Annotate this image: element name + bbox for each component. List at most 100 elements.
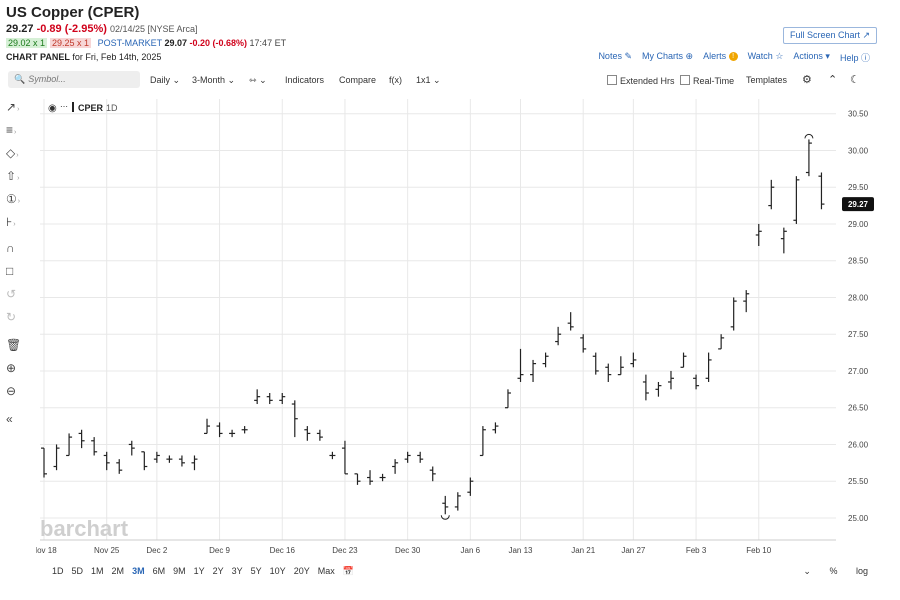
ohlc-bar[interactable] bbox=[329, 451, 336, 460]
ohlc-bar[interactable] bbox=[805, 139, 812, 177]
ohlc-bar[interactable] bbox=[78, 429, 85, 449]
ohlc-bar[interactable] bbox=[567, 312, 574, 331]
ohlc-bar[interactable] bbox=[153, 451, 160, 463]
timeframe-2m[interactable]: 2M bbox=[111, 566, 125, 576]
ohlc-bar[interactable] bbox=[705, 352, 712, 382]
ohlc-bar[interactable] bbox=[718, 334, 725, 350]
ohlc-bar[interactable] bbox=[141, 451, 148, 471]
realtime-toggle[interactable]: Real-Time bbox=[680, 75, 734, 86]
ohlc-bar[interactable] bbox=[642, 374, 649, 401]
layout-dropdown[interactable]: 1x1 ⌄ bbox=[416, 75, 441, 86]
ohlc-bar[interactable] bbox=[454, 492, 461, 511]
ohlc-bar[interactable] bbox=[178, 455, 185, 467]
ohlc-bar[interactable] bbox=[204, 418, 211, 435]
ohlc-bar[interactable] bbox=[542, 352, 549, 368]
ohlc-bar[interactable] bbox=[191, 455, 198, 471]
timeframe-1d[interactable]: 1D bbox=[52, 566, 64, 576]
settings-gear-icon[interactable]: ⚙ bbox=[802, 74, 812, 86]
zoom-in-icon[interactable]: ⊕ bbox=[6, 361, 17, 375]
measure-tool-icon[interactable]: ⊦› bbox=[6, 215, 16, 229]
arrow-up-tool-icon[interactable]: ⇧› bbox=[6, 169, 20, 183]
ohlc-bar[interactable] bbox=[291, 400, 298, 438]
ohlc-bar[interactable] bbox=[818, 172, 825, 210]
timeframe-6m[interactable]: 6M bbox=[152, 566, 166, 576]
percent-scale-toggle[interactable]: % bbox=[829, 566, 838, 576]
dark-mode-moon-icon[interactable]: ☾ bbox=[850, 74, 860, 86]
interval-dropdown[interactable]: Daily ⌄ bbox=[150, 75, 180, 86]
calendar-icon[interactable]: 📅 bbox=[342, 566, 354, 576]
actions-menu[interactable]: Actions ▾ bbox=[793, 51, 830, 64]
timeframe-1m[interactable]: 1M bbox=[91, 566, 104, 576]
trendline-tool-icon[interactable]: ↗› bbox=[6, 100, 20, 114]
ohlc-bar[interactable] bbox=[630, 352, 637, 368]
ohlc-bar[interactable] bbox=[793, 176, 800, 224]
timeframe-10y[interactable]: 10Y bbox=[269, 566, 286, 576]
ohlc-bar[interactable] bbox=[655, 381, 662, 397]
ohlc-bar[interactable] bbox=[103, 451, 110, 471]
ohlc-bar[interactable] bbox=[354, 473, 361, 485]
ohlc-bar[interactable] bbox=[442, 495, 449, 515]
alerts-link[interactable]: Alerts ! bbox=[703, 51, 738, 64]
timeframe-max[interactable]: Max bbox=[317, 566, 335, 576]
ohlc-bar[interactable] bbox=[341, 440, 348, 475]
ohlc-bar[interactable] bbox=[229, 429, 236, 438]
lock-icon[interactable]: □ bbox=[6, 264, 14, 278]
ohlc-bar[interactable] bbox=[241, 426, 248, 434]
ohlc-bar[interactable] bbox=[266, 393, 273, 405]
price-chart[interactable]: 25.00 25.50 26.00 26.50 27.00 27.50 28.00 28.50… bbox=[36, 95, 900, 560]
ohlc-bar[interactable] bbox=[166, 455, 173, 463]
ohlc-bar[interactable] bbox=[555, 326, 562, 346]
ohlc-bar[interactable] bbox=[617, 356, 624, 376]
ohlc-bar[interactable] bbox=[429, 466, 436, 482]
ohlc-bar[interactable] bbox=[592, 352, 599, 375]
undo-icon[interactable]: ↺ bbox=[6, 287, 17, 301]
timeframe-3y[interactable]: 3Y bbox=[231, 566, 243, 576]
eye-icon[interactable]: ◉ bbox=[48, 103, 57, 114]
templates-button[interactable]: Templates bbox=[746, 75, 788, 85]
bar-type-dropdown[interactable]: ⇿ ⌄ bbox=[249, 75, 267, 86]
watch-link[interactable]: Watch ☆ bbox=[748, 51, 784, 64]
ohlc-bar[interactable] bbox=[605, 363, 612, 382]
fibonacci-tool-icon[interactable]: ≡› bbox=[6, 123, 17, 137]
ohlc-bar[interactable] bbox=[479, 426, 486, 457]
fx-button[interactable]: f(x) bbox=[389, 75, 402, 85]
collapse-sidebar-icon[interactable]: « bbox=[6, 412, 13, 426]
ohlc-bar[interactable] bbox=[128, 440, 135, 456]
collapse-down-icon[interactable]: ⌄ bbox=[803, 566, 811, 576]
magnet-icon[interactable]: ∩ bbox=[6, 241, 15, 255]
ohlc-bar[interactable] bbox=[53, 444, 60, 471]
redo-icon[interactable]: ↻ bbox=[6, 310, 17, 324]
zoom-out-icon[interactable]: ⊖ bbox=[6, 384, 17, 398]
timeframe-2y[interactable]: 2Y bbox=[212, 566, 224, 576]
symbol-search-input[interactable]: 🔍 Symbol... bbox=[8, 71, 140, 88]
ohlc-bar[interactable] bbox=[580, 334, 587, 353]
ohlc-bar[interactable] bbox=[693, 374, 700, 390]
ohlc-bar[interactable] bbox=[216, 422, 223, 438]
notes-link[interactable]: Notes ✎ bbox=[598, 51, 632, 64]
annotation-tool-icon[interactable]: ①› bbox=[6, 192, 21, 206]
ohlc-bar[interactable] bbox=[530, 359, 537, 382]
ohlc-bar[interactable] bbox=[279, 393, 286, 405]
log-scale-toggle[interactable]: log bbox=[855, 566, 868, 576]
ohlc-bar[interactable] bbox=[379, 473, 386, 482]
help-link[interactable]: Help ⓘ bbox=[840, 51, 870, 64]
my-charts-link[interactable]: My Charts ⊕ bbox=[642, 51, 693, 64]
ohlc-bar[interactable] bbox=[680, 352, 687, 368]
ohlc-bar[interactable] bbox=[417, 451, 424, 463]
ohlc-bar[interactable] bbox=[254, 389, 261, 405]
full-screen-chart-button[interactable]: Full Screen Chart ↗ bbox=[783, 27, 877, 44]
collapse-up-icon[interactable]: ⌃ bbox=[828, 74, 838, 86]
timeframe-5y[interactable]: 5Y bbox=[250, 566, 262, 576]
more-options-icon[interactable]: ⋯ bbox=[60, 102, 68, 111]
extended-hrs-toggle[interactable]: Extended Hrs bbox=[607, 75, 675, 86]
timeframe-3m[interactable]: 3M bbox=[132, 566, 145, 576]
ohlc-bar[interactable] bbox=[304, 426, 311, 441]
ohlc-bar[interactable] bbox=[116, 459, 123, 474]
ohlc-bar[interactable] bbox=[91, 437, 98, 456]
ohlc-bar[interactable] bbox=[367, 470, 374, 485]
timeframe-1y[interactable]: 1Y bbox=[193, 566, 205, 576]
ohlc-bar[interactable] bbox=[41, 447, 47, 478]
ohlc-bar[interactable] bbox=[517, 348, 524, 382]
range-dropdown[interactable]: 3-Month ⌄ bbox=[192, 75, 235, 86]
ohlc-bar[interactable] bbox=[504, 389, 511, 409]
